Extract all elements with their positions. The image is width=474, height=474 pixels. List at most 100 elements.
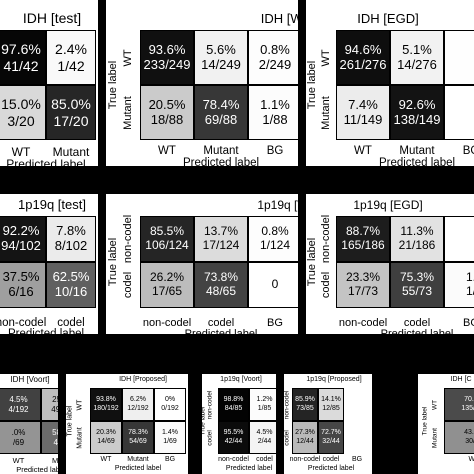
matrix-cell: 20.3% 14/69 [90,421,122,454]
confusion-matrix-panel: IDH [C 70.7%135/192 43.5%30/69 WT WT MutantTr… [416,374,474,474]
matrix-cell: 94.6% 261/276 [336,30,390,85]
cell-percent: 27.3% [295,429,315,437]
matrix-cell: 15.0% 3/20 [0,85,46,140]
y-tick-label: codel [320,271,332,299]
cell-percent: 62.5% [52,269,90,285]
panel-gutter [98,0,106,166]
cell-percent: 85.0% [51,96,91,113]
cell-percent: 94.6% [344,41,382,57]
cell-percent: 0.8% [260,41,290,57]
cell-count: 6/16 [8,284,34,299]
panel-gutter [0,334,474,374]
cell-count: 73/85 [296,404,314,412]
y-tick-label: codel [122,271,134,299]
cell-percent: 78.3% [128,429,148,437]
x-tick-label: non-codel [338,317,388,330]
matrix-cell: 13.7% 17/124 [194,216,248,262]
x-tick-label: BG [351,455,363,463]
cell-count: 55/73 [401,284,433,298]
matrix-cell: 4.5% 4/192 [0,388,41,421]
cell-percent: 72.7% [321,429,341,437]
y-tick-label: Mutant [76,426,84,449]
cell-count: 3/20 [7,112,35,129]
chart-title: 1p19q [test] [18,196,86,212]
x-tick-label: WT [468,455,474,463]
matrix-cell: 5.1% 14/276 [390,30,444,85]
cell-count: 30/69 [465,437,474,445]
matrix-cell: 2.4% 1/42 [46,30,96,85]
y-tick-label: non-codel [206,390,214,419]
chart-title: 1p19q [Proposed] [306,376,362,384]
cell-percent: 23.3% [345,270,381,285]
confusion-matrix-panel: 1p19q [Proposed] 85.9% 73/85 14.1% 12/85 27.3… [282,374,376,474]
matrix-cell: 92.6% 138/149 [390,85,444,140]
x-tick-label: Mutant [52,144,90,159]
matrix-cell [444,85,474,140]
matrix-cell: 6.2% 12/192 [122,388,154,421]
x-axis-label: Predicted label [182,157,260,166]
x-tick-label: codel [256,455,273,463]
x-axis-label: Predicted label [8,328,84,334]
cell-percent: 1.4% [162,429,178,437]
y-tick-label: WT [431,399,439,410]
cell-count: 48/65 [205,284,237,298]
cell-percent: 14.1% [321,396,341,404]
cell-percent: 5.1% [402,41,432,57]
y-tick-label: Mutant [431,427,439,448]
matrix-cell: 1.1/ [444,262,474,308]
y-tick-label: non-codel [122,214,134,264]
x-tick-label: WT [11,144,31,159]
cell-percent: 15.0% [1,96,41,113]
cell-percent: 4.5% [9,395,28,405]
cell-count: 12/192 [127,404,149,412]
cell-count: 32/44 [322,437,340,445]
confusion-matrix-panel: 1p19q [test] 92.2% 94/102 7.8% 8/102 37.5% 6/1… [0,194,104,334]
matrix-cell: 92.2% 94/102 [0,216,46,262]
matrix-cell: 26.2% 17/65 [140,262,194,308]
matrix-cell: 85.0% 17/20 [46,85,96,140]
cell-percent: 92.2% [2,223,40,239]
cell-count: 8/102 [54,238,88,253]
matrix-cell: 78.3% 54/69 [122,421,154,454]
matrix-cell: 97.6% 41/42 [0,30,46,85]
chart-title: IDH [test] [22,10,82,27]
chart-title: 1p19q [EGD] [353,197,423,212]
panel-gutter [276,374,284,474]
y-tick-label: WT [76,399,84,410]
cell-percent: 6.2% [130,396,146,404]
matrix-cell: 72.7% 32/44 [318,421,344,454]
x-tick-label: BG [164,455,176,463]
cell-count: 261/276 [339,56,387,72]
cell-count: 14/276 [397,56,437,72]
panel-gutter [298,0,306,166]
matrix-cell: 85.5% 106/124 [140,216,194,262]
cell-count: 1/ [465,284,474,298]
cell-percent: 43.5% [464,429,474,437]
x-tick-label: non-codel [0,317,47,330]
y-tick-label: codel [206,429,214,446]
cell-percent: 97.6% [1,41,41,58]
x-tick-label: BG [462,145,474,158]
matrix-cell: 0.8% 1/124 [248,216,302,262]
cell-count: 180/192 [93,404,119,412]
cell-count: 14/69 [97,437,115,445]
cell-percent: 0.8% [261,224,289,239]
matrix-cell: 7.8% 8/102 [46,216,96,262]
y-tick-label: non-codel [320,214,332,264]
chart-title: 1p19q [WUSM] [257,197,304,212]
x-tick-label: WT [100,455,112,463]
chart-title: IDH [C [450,376,472,384]
cell-count: 12/44 [296,437,314,445]
cell-count: 17/124 [202,238,240,252]
cell-count: 233/249 [143,56,191,72]
matrix-cell: 70.7%135/192 [444,388,474,421]
matrix-cell: 93.6% 233/249 [140,30,194,85]
cell-percent: 26.2% [149,270,185,285]
chart-title: IDH [Proposed] [119,376,167,384]
cell-count: 11/149 [343,111,383,127]
cell-count: 1/42 [57,57,85,74]
y-axis-label: True label [421,406,429,436]
cell-percent: 7.8% [56,223,86,239]
matrix-cell: 37.5% 6/16 [0,262,46,308]
x-tick-label: WT [158,145,176,158]
